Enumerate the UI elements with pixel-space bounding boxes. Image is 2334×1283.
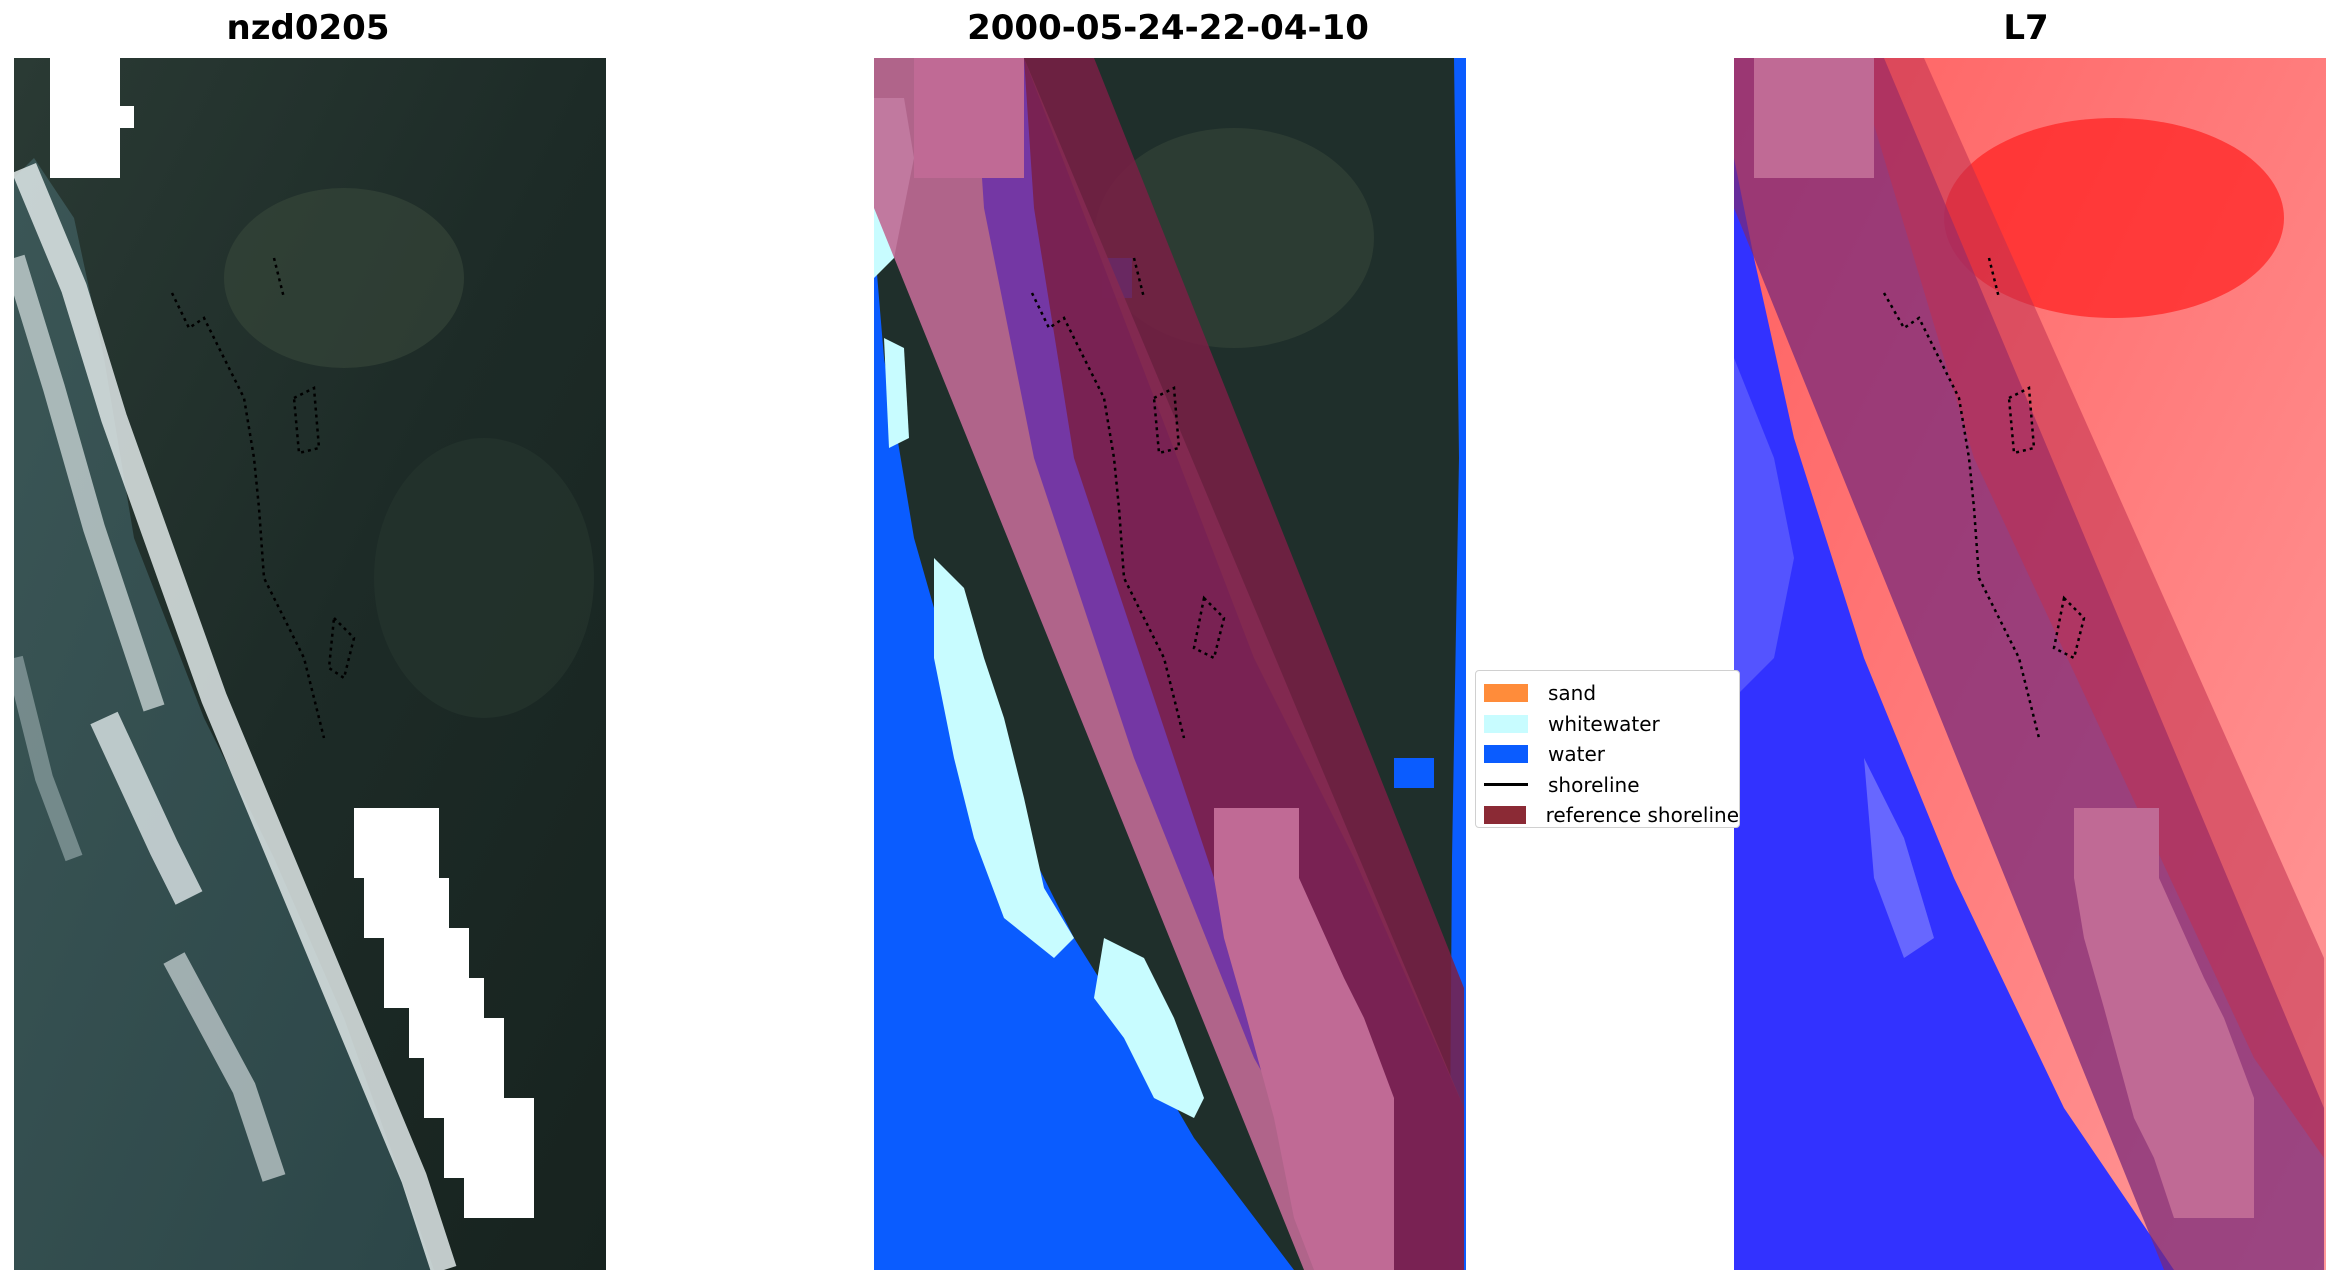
legend-item-water: water xyxy=(1476,739,1739,770)
legend-line-shoreline xyxy=(1484,783,1528,787)
rgb-image-panel xyxy=(14,58,606,1270)
legend-swatch-reference-shoreline xyxy=(1484,806,1526,825)
legend-item-whitewater: whitewater xyxy=(1476,709,1739,740)
legend-item-sand: sand xyxy=(1476,678,1739,709)
classification-image xyxy=(874,58,1466,1270)
panel-title-middle: 2000-05-24-22-04-10 xyxy=(967,8,1369,48)
panel-title-right: L7 xyxy=(2003,8,2049,48)
legend-label-water: water xyxy=(1548,742,1605,767)
rgb-image xyxy=(14,58,606,1270)
legend-swatch-water xyxy=(1484,745,1528,764)
legend-label-whitewater: whitewater xyxy=(1548,711,1660,736)
legend-label-shoreline: shoreline xyxy=(1548,772,1640,797)
legend-label-sand: sand xyxy=(1548,681,1597,706)
legend-label-reference-shoreline: reference shoreline xyxy=(1545,803,1739,828)
legend: sand whitewater water shoreline referenc… xyxy=(1475,670,1740,828)
legend-item-reference-shoreline: reference shoreline xyxy=(1476,800,1739,828)
index-panel xyxy=(1734,58,2326,1270)
panel-title-left: nzd0205 xyxy=(226,8,390,48)
legend-swatch-sand xyxy=(1484,684,1528,703)
classification-panel xyxy=(874,58,1466,1270)
index-image xyxy=(1734,58,2326,1270)
legend-swatch-whitewater xyxy=(1484,714,1528,733)
legend-item-shoreline: shoreline xyxy=(1476,770,1739,801)
